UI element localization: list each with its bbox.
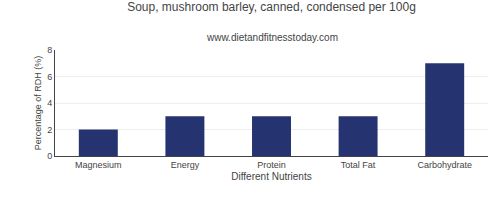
svg-text:Total Fat: Total Fat: [341, 160, 376, 170]
svg-text:0: 0: [47, 151, 52, 161]
svg-text:Percentage of RDH (%): Percentage of RDH (%): [33, 56, 43, 151]
svg-text:2: 2: [47, 125, 52, 135]
svg-text:Carbohydrate: Carbohydrate: [417, 160, 472, 170]
svg-text:6: 6: [47, 72, 52, 82]
svg-text:8: 8: [47, 45, 52, 55]
svg-text:Soup, mushroom barley, canned,: Soup, mushroom barley, canned, condensed…: [127, 0, 416, 14]
svg-text:Energy: Energy: [171, 160, 200, 170]
svg-text:Protein: Protein: [257, 160, 286, 170]
svg-text:4: 4: [47, 98, 52, 108]
svg-text:Different Nutrients: Different Nutrients: [231, 171, 311, 182]
svg-text:www.dietandfitnesstoday.com: www.dietandfitnesstoday.com: [206, 32, 338, 43]
svg-text:Magnesium: Magnesium: [75, 160, 122, 170]
